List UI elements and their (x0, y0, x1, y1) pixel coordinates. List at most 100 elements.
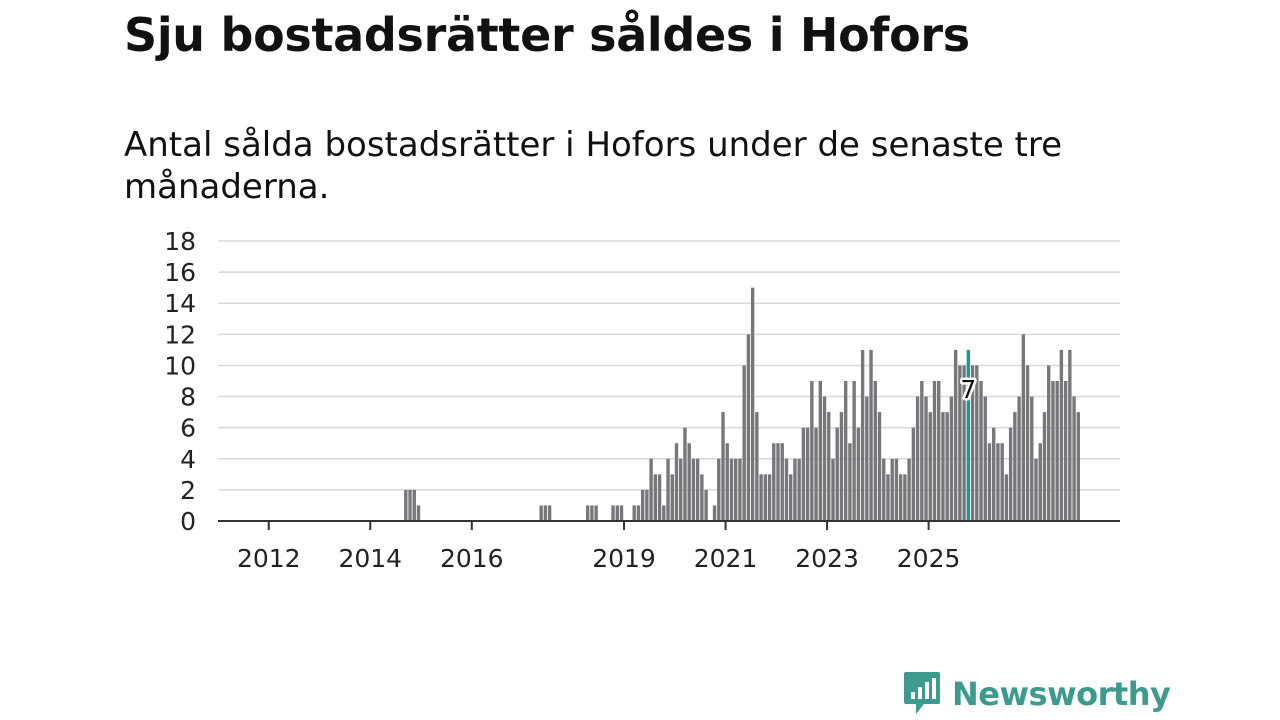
bar (666, 458, 670, 521)
bar (746, 334, 751, 521)
bar (717, 458, 721, 521)
bar (408, 489, 412, 521)
bar (894, 458, 899, 521)
y-tick-label: 14 (164, 289, 196, 318)
x-tick-label: 2021 (694, 544, 758, 573)
bar (789, 474, 793, 521)
bar (1025, 365, 1030, 521)
y-tick-label: 12 (164, 320, 196, 349)
bar (1017, 396, 1021, 521)
bar (404, 489, 408, 521)
bar (763, 474, 768, 521)
bar (873, 381, 877, 521)
bar (886, 474, 890, 521)
bar (903, 474, 907, 521)
bar (831, 458, 835, 521)
bar (416, 505, 421, 521)
data-labels: 7 (958, 373, 979, 407)
bar (827, 412, 831, 521)
bar (953, 349, 958, 521)
bar (1030, 396, 1034, 521)
x-tick-label: 2016 (440, 544, 504, 573)
bar (636, 505, 641, 521)
bar (907, 458, 911, 521)
bar (1076, 412, 1080, 521)
bar (805, 427, 810, 521)
x-tick-label: 2019 (592, 544, 656, 573)
y-tick-label: 0 (180, 507, 196, 536)
bar (945, 412, 949, 521)
bar (1059, 349, 1064, 521)
bar (543, 505, 548, 521)
bar (649, 458, 653, 521)
bar (818, 381, 822, 521)
bar (996, 443, 1000, 521)
newsworthy-logo[interactable]: Newsworthy (902, 670, 1171, 718)
bar (645, 489, 649, 521)
x-tick-label: 2012 (237, 544, 301, 573)
bar (585, 505, 590, 521)
bar (776, 443, 780, 521)
bar (1034, 458, 1038, 521)
bar (729, 458, 734, 521)
y-tick-label: 16 (164, 258, 196, 287)
bar (691, 458, 696, 521)
highlight-bar (966, 349, 971, 521)
bar (539, 505, 543, 521)
bar (755, 412, 759, 521)
bar (958, 365, 962, 521)
bar (412, 489, 416, 521)
bar (970, 365, 975, 521)
bar (869, 349, 873, 521)
bar (877, 412, 882, 521)
bar (924, 396, 928, 521)
bar (670, 474, 674, 521)
bar (1055, 381, 1059, 521)
bar (890, 458, 894, 521)
bar (640, 489, 645, 521)
bar (784, 458, 789, 521)
highlight-value-label: 7 (960, 375, 976, 404)
bar (865, 396, 869, 521)
bar (1004, 474, 1009, 521)
bar (941, 412, 945, 521)
bar (793, 458, 797, 521)
bar (1068, 349, 1072, 521)
bar (547, 505, 552, 521)
y-tick-label: 4 (180, 445, 196, 474)
bar (937, 381, 941, 521)
bar (983, 396, 987, 521)
x-tick-label: 2023 (795, 544, 859, 573)
bar (911, 427, 916, 521)
bar (835, 427, 839, 521)
y-tick-label: 6 (180, 414, 196, 443)
chart-title: Sju bostadsrätter såldes i Hofors (124, 8, 970, 62)
bar (915, 396, 920, 521)
bar (619, 505, 624, 521)
bar (920, 381, 924, 521)
bar-chart-speech-bubble-icon (904, 672, 940, 714)
bars (404, 287, 1080, 521)
bar (1008, 427, 1013, 521)
x-axis-ticks: 2012 2014 2016 2019 2021 2023 2025 (237, 521, 960, 573)
bar (932, 381, 937, 521)
bar (594, 505, 598, 521)
bar (632, 505, 636, 521)
bar (992, 427, 996, 521)
bar (843, 381, 848, 521)
bar (653, 474, 658, 521)
bar (704, 489, 708, 521)
bar (1051, 381, 1055, 521)
bar (987, 443, 992, 521)
bar (662, 505, 666, 521)
y-tick-label: 18 (164, 227, 196, 256)
bar (822, 396, 827, 521)
bar (725, 443, 729, 521)
bar (772, 443, 776, 521)
bar (975, 365, 979, 521)
bar (860, 349, 865, 521)
bar (979, 381, 983, 521)
bar (801, 427, 806, 521)
bar (657, 474, 662, 521)
x-tick-label: 2014 (338, 544, 402, 573)
